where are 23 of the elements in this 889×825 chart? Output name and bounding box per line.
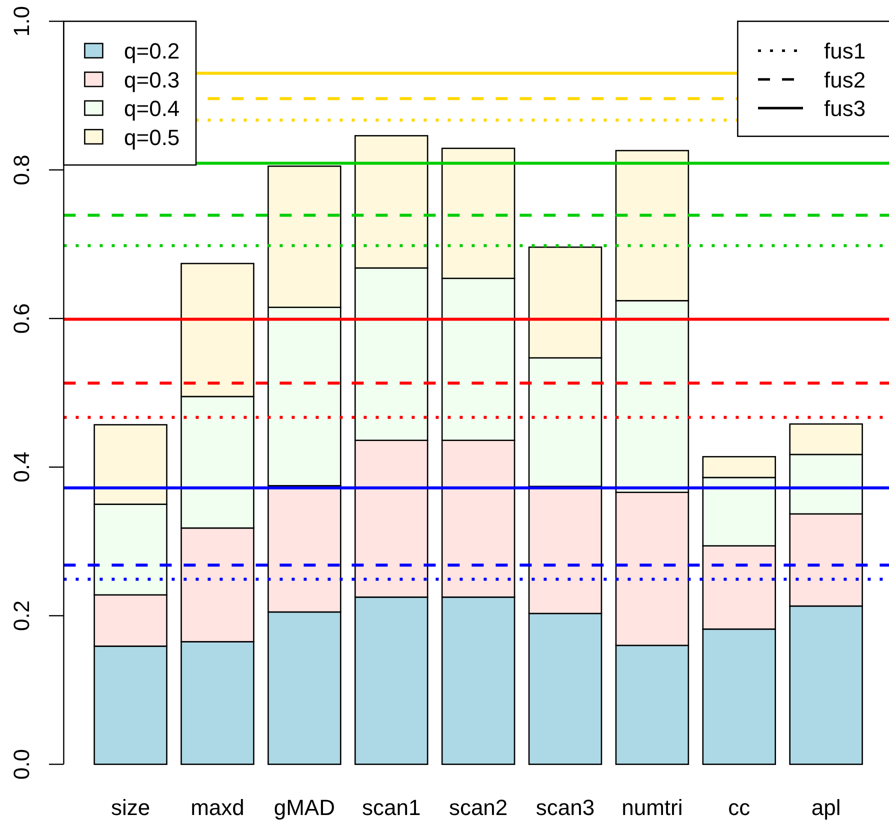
y-tick-label: 0.2: [9, 600, 34, 631]
x-tick-label: scan1: [362, 795, 421, 820]
x-tick-label: maxd: [190, 795, 244, 820]
x-tick-label: numtri: [622, 795, 683, 820]
x-tick-label: gMAD: [274, 795, 335, 820]
x-tick-label: scan3: [536, 795, 595, 820]
y-tick-label: 0.0: [9, 749, 34, 780]
x-tick-label: apl: [811, 795, 841, 820]
legend-label: q=0.3: [124, 66, 180, 92]
y-tick-label: 0.6: [9, 303, 34, 334]
y-tick-label: 0.8: [9, 154, 34, 186]
annotation: fus3: [824, 96, 866, 121]
y-tick-label: 0.4: [9, 452, 34, 482]
legend-label: q=0.4: [124, 96, 180, 121]
y-tick-label: 1.0: [9, 6, 34, 37]
annotation: fus2: [824, 66, 866, 92]
legend-label: q=0.5: [124, 124, 180, 150]
legend-label: q=0.2: [124, 38, 180, 64]
x-tick-label: cc: [728, 795, 750, 820]
annotation: fus1: [824, 38, 866, 64]
x-tick-label: scan2: [448, 795, 508, 820]
x-tick-label: size: [110, 795, 150, 820]
style-key-box: fus1 fus2 fus3: [737, 20, 889, 137]
